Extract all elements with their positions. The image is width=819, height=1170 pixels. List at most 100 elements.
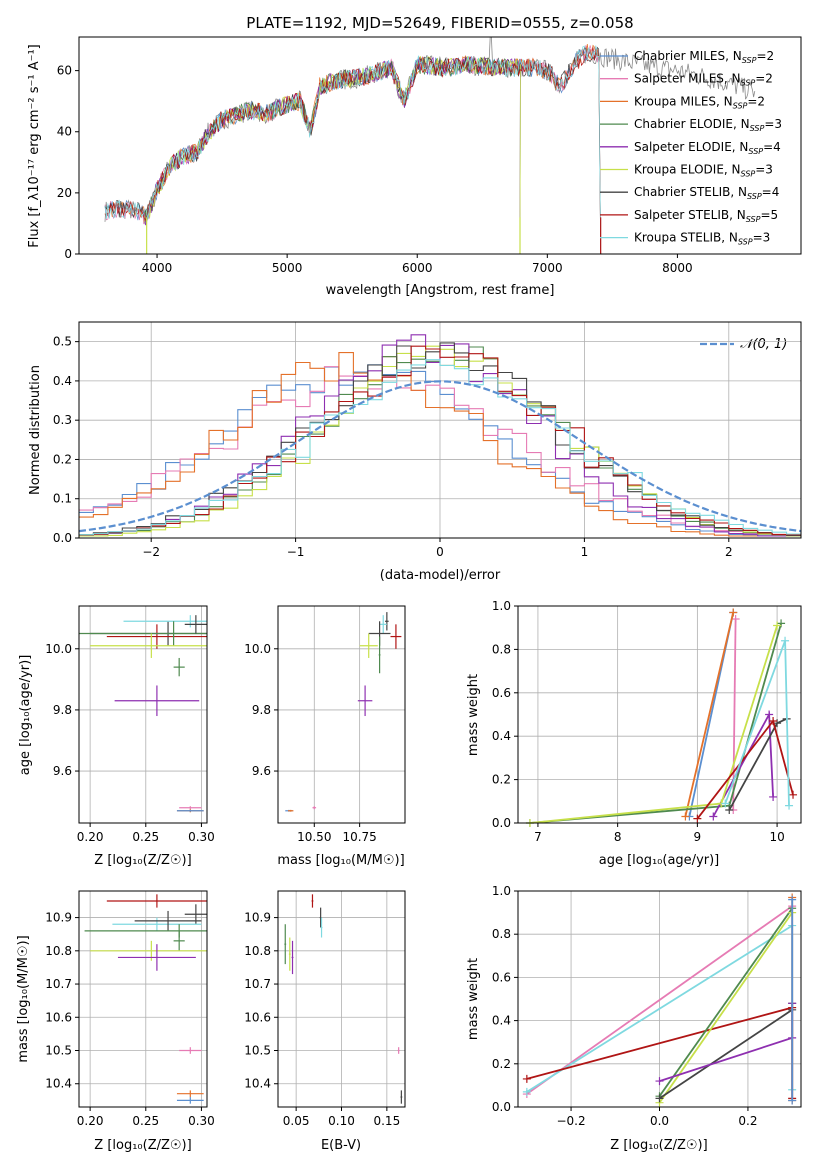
mass-vs-metallicity-panel: Z [log₁₀(Z/Z☉)] mass [log₁₀(M/M☉)] 0.20 0… xyxy=(16,890,215,1153)
age-vs-mass-panel: mass [log₁₀(M/M☉)] 10.50 10.75 9.6 9.8 10.0 xyxy=(244,605,406,868)
weight-age-y-tick-label: 0.8 xyxy=(492,642,511,656)
spectrum-y-tick-label: 20 xyxy=(57,186,72,200)
residual-y-tick-label: 0.0 xyxy=(53,531,72,545)
age-mass-x-tick-label: 10.50 xyxy=(297,830,331,844)
age-z-y-label: age [log₁₀(age/yr)] xyxy=(18,655,33,776)
residual-x-label: (data-model)/error xyxy=(380,568,501,583)
age-z-x-label: Z [log₁₀(Z/Z☉)] xyxy=(94,853,191,868)
spectrum-x-tick-label: 4000 xyxy=(142,261,173,275)
residual-x-tick-label: −2 xyxy=(142,545,160,559)
age-z-x-tick-label: 0.20 xyxy=(77,830,104,844)
histogram-step-line xyxy=(79,352,801,537)
legend-subscript: SSP xyxy=(741,170,756,179)
weight-age-series-line xyxy=(529,625,778,823)
mass-ebv-y-tick-label: 10.9 xyxy=(244,911,271,925)
weight-age-y-tick-label: 0.6 xyxy=(492,686,511,700)
residual-x-tick-label: 0 xyxy=(436,545,444,559)
mass-z-x-tick-label: 0.20 xyxy=(77,1114,104,1128)
spectrum-panel: PLATE=1192, MJD=52649, FIBERID=0555, z=0… xyxy=(27,14,802,298)
legend-value: =2 xyxy=(756,49,774,63)
spectrum-x-tick-label: 7000 xyxy=(532,261,563,275)
weight-age-point-marker xyxy=(721,799,730,808)
mass-ebv-y-tick-label: 10.6 xyxy=(244,1010,271,1024)
weight-age-point-marker xyxy=(769,792,778,801)
mass-ebv-x-label: E(B-V) xyxy=(321,1138,361,1153)
weight-z-series-line xyxy=(526,905,793,1095)
residual-histogram-panel: (data-model)/error Normed distribution 𝒩… xyxy=(28,321,802,583)
weight-age-point-marker xyxy=(725,805,734,814)
mass-ebv-y-tick-label: 10.8 xyxy=(244,944,271,958)
residual-axes-frame xyxy=(78,321,802,539)
weight-age-series-line xyxy=(728,717,788,811)
histogram-step-line xyxy=(79,359,801,536)
weight-age-series-line xyxy=(684,612,735,817)
spectrum-x-tick-label: 8000 xyxy=(662,261,693,275)
spectrum-series-line xyxy=(143,56,521,254)
mass-vs-extinction-panel: E(B-V) 0.05 0.10 0.15 10.4 10.5 10.6 10.7 10.8 1… xyxy=(244,890,406,1153)
weight-age-point-marker xyxy=(765,710,774,719)
spectrum-y-label-group: Flux [f_λ10⁻¹⁷ erg cm⁻² s⁻¹ A⁻¹] xyxy=(27,44,42,248)
weight-age-point-marker xyxy=(681,812,690,821)
weight-z-x-tick-label: 0.0 xyxy=(650,1114,669,1128)
legend-label: Salpeter ELODIE, NSSP=4 xyxy=(634,140,781,156)
weight-age-point-marker xyxy=(729,608,738,617)
legend-subscript: SSP xyxy=(742,56,757,65)
legend-value: =4 xyxy=(763,140,781,154)
gaussian-legend-label: 𝒩(0, 1) xyxy=(740,337,787,352)
weight-age-point-marker xyxy=(777,619,786,628)
spectrum-x-label: wavelength [Angstrom, rest frame] xyxy=(326,283,555,298)
spectrum-series-line xyxy=(104,46,602,254)
legend-label: Salpeter STELIB, NSSP=5 xyxy=(634,208,778,224)
spectrum-y-tick-label: 60 xyxy=(57,64,72,78)
weight-z-y-tick-label: 0.8 xyxy=(492,927,511,941)
weight-z-point-marker xyxy=(522,1074,531,1083)
spectrum-y-tick-label: 0 xyxy=(64,247,72,261)
age-mass-y-tick-label: 10.0 xyxy=(244,642,271,656)
weight-z-point-marker xyxy=(788,1096,797,1105)
age-z-y-tick-label: 9.6 xyxy=(53,764,72,778)
residual-y-tick-label: 0.3 xyxy=(53,413,72,427)
weight-age-y-tick-label: 0.0 xyxy=(492,816,511,830)
mass-z-y-tick-label: 10.6 xyxy=(45,1010,72,1024)
legend-value: =3 xyxy=(755,163,773,177)
weight-age-x-label: age [log₁₀(age/yr)] xyxy=(599,853,720,868)
weight-age-x-tick-label: 9 xyxy=(694,830,702,844)
legend-label: Chabrier ELODIE, NSSP=3 xyxy=(634,117,782,133)
age-mass-y-tick-label: 9.8 xyxy=(252,703,271,717)
age-z-x-tick-label: 0.30 xyxy=(188,830,215,844)
weight-age-point-marker xyxy=(769,717,778,726)
histogram-step-line xyxy=(79,366,801,537)
residual-x-tick-label: −1 xyxy=(287,545,305,559)
histogram-step-line xyxy=(79,342,801,537)
legend-subscript: SSP xyxy=(738,238,753,247)
weight-z-y-tick-label: 0.0 xyxy=(492,1100,511,1114)
legend-value: =3 xyxy=(764,117,782,131)
mass-z-y-tick-label: 10.9 xyxy=(45,911,72,925)
residual-y-tick-label: 0.5 xyxy=(53,335,72,349)
legend-subscript: SSP xyxy=(748,147,763,156)
age-z-axes-frame xyxy=(78,605,208,824)
residual-x-tick-label: 1 xyxy=(581,545,589,559)
mass-z-y-tick-label: 10.5 xyxy=(45,1044,72,1058)
weight-age-point-marker xyxy=(731,615,740,624)
gaussian-curve xyxy=(79,380,801,533)
legend-value: =3 xyxy=(753,231,771,245)
legend-value: =2 xyxy=(755,72,773,86)
weight-age-point-marker xyxy=(789,790,798,799)
mass-z-y-tick-label: 10.4 xyxy=(45,1077,72,1091)
mass-ebv-y-tick-label: 10.5 xyxy=(244,1044,271,1058)
legend-subscript: SSP xyxy=(746,215,761,224)
weight-age-x-tick-label: 7 xyxy=(534,830,542,844)
weight-z-x-tick-label: 0.2 xyxy=(738,1114,757,1128)
weight-z-x-label: Z [log₁₀(Z/Z☉)] xyxy=(610,1138,707,1153)
legend-subscript: SSP xyxy=(741,79,756,88)
residual-y-tick-label: 0.2 xyxy=(53,452,72,466)
weight-z-series-line xyxy=(659,1003,794,1100)
mass-ebv-x-tick-label: 0.05 xyxy=(283,1114,310,1128)
age-z-x-tick-label: 0.25 xyxy=(132,830,159,844)
mass-weight-vs-age-panel: age [log₁₀(age/yr)] mass weight 7 8 9 10 0.0… xyxy=(466,599,802,868)
weight-age-axes-frame xyxy=(517,605,802,824)
age-mass-axes-frame xyxy=(277,605,406,824)
mass-ebv-x-tick-label: 0.10 xyxy=(328,1114,355,1128)
age-mass-x-label: mass [log₁₀(M/M☉)] xyxy=(277,853,404,868)
